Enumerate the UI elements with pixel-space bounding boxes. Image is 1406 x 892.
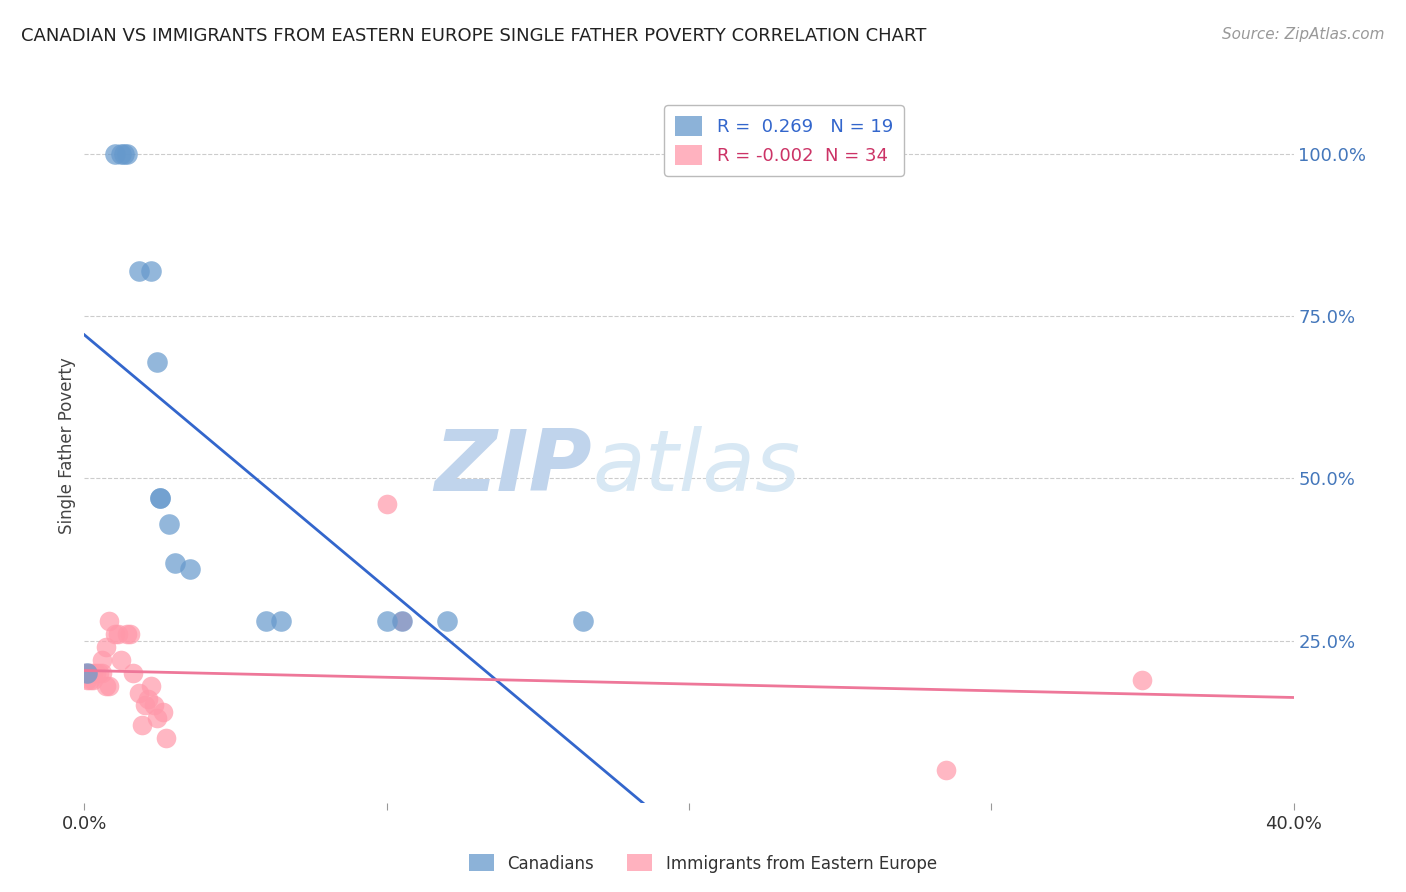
Text: atlas: atlas xyxy=(592,425,800,509)
Point xyxy=(254,614,277,628)
Point xyxy=(139,264,162,278)
Point xyxy=(73,666,96,681)
Legend: R =  0.269   N = 19, R = -0.002  N = 34: R = 0.269 N = 19, R = -0.002 N = 34 xyxy=(664,105,904,176)
Point xyxy=(142,698,165,713)
Point xyxy=(935,764,957,778)
Point xyxy=(104,627,127,641)
Point xyxy=(97,679,120,693)
Point xyxy=(86,666,108,681)
Point xyxy=(391,614,413,628)
Point xyxy=(110,147,132,161)
Point xyxy=(149,491,172,505)
Point xyxy=(146,354,169,368)
Point xyxy=(152,705,174,719)
Point xyxy=(136,692,159,706)
Point xyxy=(146,711,169,725)
Point xyxy=(94,640,117,654)
Point xyxy=(76,666,98,681)
Point xyxy=(110,653,132,667)
Point xyxy=(115,627,138,641)
Point xyxy=(165,556,187,570)
Point xyxy=(118,627,141,641)
Point xyxy=(139,679,162,693)
Point xyxy=(107,627,129,641)
Text: Source: ZipAtlas.com: Source: ZipAtlas.com xyxy=(1222,27,1385,42)
Point xyxy=(112,147,135,161)
Point xyxy=(179,562,201,576)
Point xyxy=(436,614,458,628)
Point xyxy=(82,673,104,687)
Point xyxy=(1130,673,1153,687)
Point xyxy=(91,653,114,667)
Point xyxy=(375,497,398,511)
Point xyxy=(89,666,111,681)
Point xyxy=(391,614,413,628)
Point xyxy=(155,731,177,745)
Point xyxy=(270,614,292,628)
Text: CANADIAN VS IMMIGRANTS FROM EASTERN EUROPE SINGLE FATHER POVERTY CORRELATION CHA: CANADIAN VS IMMIGRANTS FROM EASTERN EURO… xyxy=(21,27,927,45)
Point xyxy=(157,516,180,531)
Y-axis label: Single Father Poverty: Single Father Poverty xyxy=(58,358,76,534)
Text: ZIP: ZIP xyxy=(434,425,592,509)
Point xyxy=(91,666,114,681)
Point xyxy=(149,491,172,505)
Point xyxy=(572,614,595,628)
Point xyxy=(134,698,156,713)
Point xyxy=(97,614,120,628)
Point xyxy=(76,673,98,687)
Point xyxy=(76,666,98,681)
Point xyxy=(121,666,143,681)
Legend: Canadians, Immigrants from Eastern Europe: Canadians, Immigrants from Eastern Europ… xyxy=(463,847,943,880)
Point xyxy=(115,147,138,161)
Point xyxy=(375,614,398,628)
Point xyxy=(131,718,153,732)
Point xyxy=(79,673,101,687)
Point xyxy=(82,666,104,681)
Point xyxy=(128,685,150,699)
Point xyxy=(79,666,101,681)
Point xyxy=(128,264,150,278)
Point xyxy=(104,147,127,161)
Point xyxy=(94,679,117,693)
